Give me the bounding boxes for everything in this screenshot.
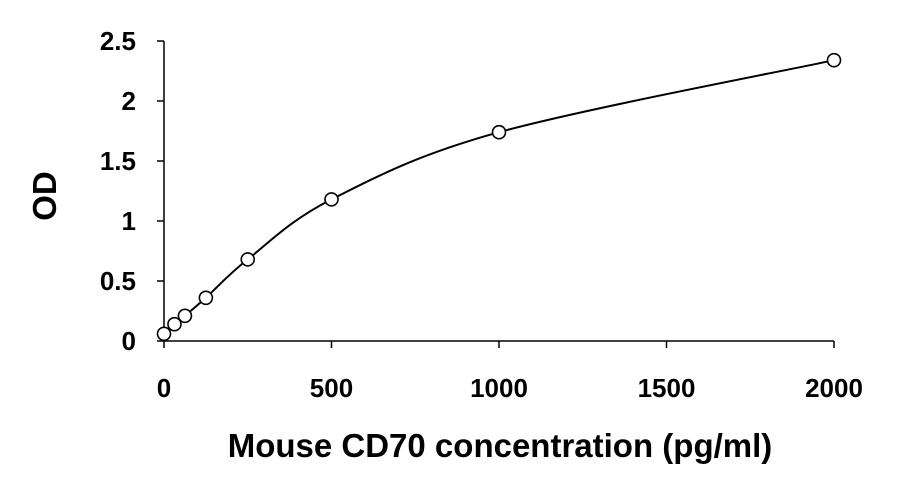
axes [157, 40, 835, 348]
x-tick-label: 0 [157, 373, 171, 403]
x-axis-title: Mouse CD70 concentration (pg/ml) [228, 427, 773, 464]
x-tick-label: 2000 [805, 373, 863, 403]
data-point [167, 316, 182, 332]
data-point [826, 52, 842, 68]
points-layer [156, 52, 842, 342]
curve-layer [163, 59, 835, 335]
fit-curve [163, 59, 835, 335]
x-tick-label: 1000 [470, 373, 528, 403]
y-tick-label: 2 [122, 86, 136, 116]
y-tick-label: 1.5 [100, 146, 136, 176]
data-point [324, 192, 339, 207]
data-point [198, 290, 214, 306]
data-point [177, 308, 193, 324]
y-axis-title: OD [26, 171, 63, 221]
y-tick-label: 0.5 [100, 266, 136, 296]
x-tick-label: 1500 [638, 373, 696, 403]
x-tick-label: 500 [310, 373, 353, 403]
data-point [491, 124, 507, 140]
y-tick-label: 0 [122, 326, 136, 356]
labels-layer: 0 0.5 1 1.5 2 2.5 0 500 1000 1500 2000 [100, 26, 863, 403]
data-point [240, 252, 256, 267]
y-tick-label: 1 [122, 206, 136, 236]
y-tick-label: 2.5 [100, 26, 136, 56]
data-point [156, 326, 172, 342]
